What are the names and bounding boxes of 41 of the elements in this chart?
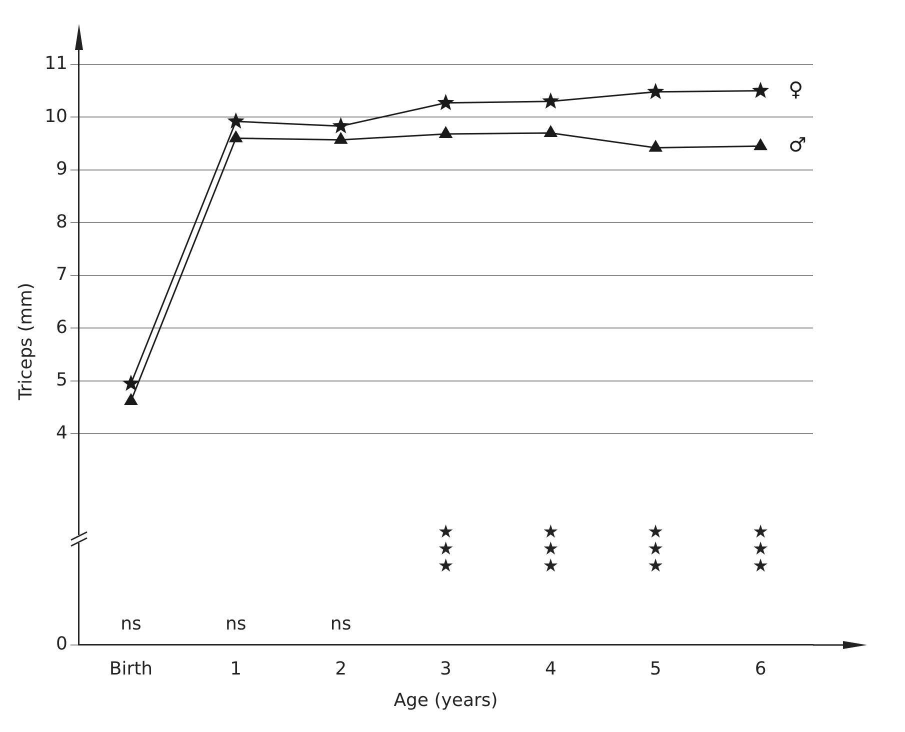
y-tick-label: 11 [44, 53, 68, 74]
x-tick-label: 1 [230, 658, 242, 680]
y-tick-label: 6 [56, 316, 68, 338]
annotation: ns [330, 613, 352, 634]
y-tick-label: 8 [56, 211, 68, 232]
y-tick-label: 9 [56, 158, 68, 180]
x-tick-label: 2 [335, 658, 347, 680]
x-tick-label: 5 [650, 658, 662, 680]
point [124, 394, 138, 406]
point [544, 125, 558, 137]
x-tick-label: 3 [440, 658, 452, 680]
point [332, 117, 350, 134]
point [647, 82, 664, 100]
y-tick-label: 5 [56, 370, 68, 391]
point [227, 112, 244, 129]
annotation: ns [226, 613, 246, 634]
annotation: ★★★ [542, 521, 559, 576]
point [542, 92, 560, 109]
point [334, 132, 348, 144]
point [754, 138, 768, 150]
y-tick-label: 7 [56, 264, 68, 286]
series-label: ♂ [788, 132, 806, 156]
series-label: ♀ [788, 76, 804, 101]
point [752, 82, 770, 98]
point [439, 126, 452, 138]
y-tick-label: 10 [44, 106, 68, 127]
y-axis-title: Triceps (mm) [15, 282, 36, 402]
point [122, 374, 140, 391]
annotation: ★★★ [752, 521, 769, 576]
point [229, 130, 242, 142]
point [649, 140, 662, 152]
y-tick-label: 0 [56, 633, 68, 654]
x-axis-title: Age (years) [394, 690, 498, 711]
x-tick-label: Birth [109, 658, 153, 680]
y-tick-label: 4 [56, 422, 68, 444]
annotation: ns [120, 613, 142, 634]
annotation: ★★★ [648, 521, 664, 576]
x-tick-label: 6 [754, 658, 766, 680]
point [437, 94, 454, 110]
annotation: ★★★ [438, 521, 454, 576]
x-tick-label: 4 [544, 658, 556, 680]
